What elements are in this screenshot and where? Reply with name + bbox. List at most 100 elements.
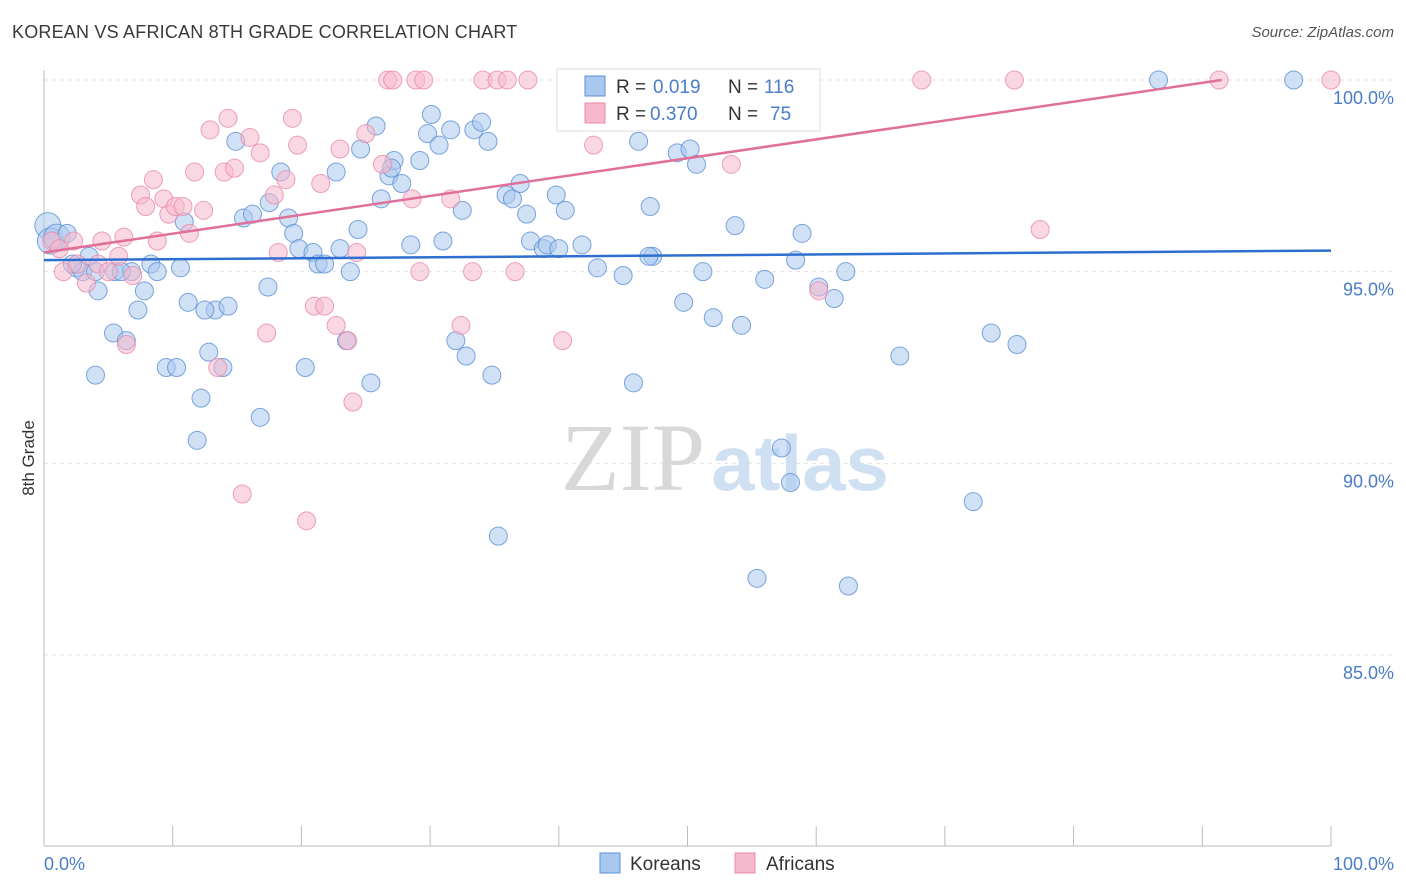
point-africans-56 bbox=[451, 315, 471, 335]
point-africans-48 bbox=[372, 154, 392, 174]
point-africans-22 bbox=[185, 162, 205, 182]
point-africans-70 bbox=[912, 70, 932, 90]
point-africans-27 bbox=[218, 108, 238, 128]
point-koreans-103 bbox=[963, 492, 983, 512]
watermark-zip: ZIP bbox=[561, 404, 705, 511]
point-africans-20 bbox=[173, 197, 193, 216]
point-africans-24 bbox=[200, 120, 220, 140]
y-tick-label-100: 100.0% bbox=[1333, 88, 1394, 108]
point-koreans-100 bbox=[836, 262, 856, 282]
point-africans-31 bbox=[250, 143, 270, 163]
point-koreans-58 bbox=[433, 231, 453, 251]
point-koreans-85 bbox=[674, 292, 694, 312]
point-africans-3 bbox=[64, 231, 84, 251]
point-africans-14 bbox=[136, 197, 156, 216]
trend-lines bbox=[43, 78, 1332, 262]
point-africans-54 bbox=[414, 70, 434, 90]
legend-n-label-africans: N = bbox=[728, 104, 758, 125]
point-koreans-81 bbox=[629, 131, 649, 151]
point-koreans-59 bbox=[441, 120, 461, 140]
point-koreans-52 bbox=[392, 174, 412, 193]
trend-line-africans bbox=[43, 78, 1222, 254]
y-tick-label-90: 90.0% bbox=[1343, 471, 1394, 491]
point-koreans-56 bbox=[421, 105, 441, 124]
point-africans-44 bbox=[338, 331, 358, 351]
point-koreans-89 bbox=[703, 308, 723, 328]
point-koreans-57 bbox=[429, 135, 449, 155]
point-africans-37 bbox=[288, 135, 308, 155]
point-koreans-102 bbox=[890, 346, 910, 366]
point-africans-33 bbox=[264, 185, 284, 205]
y-tick-label-85: 85.0% bbox=[1343, 663, 1394, 683]
bottom-legend: Koreans Africans bbox=[599, 852, 835, 875]
bottom-legend-label-koreans: Koreans bbox=[630, 854, 701, 875]
series-africans bbox=[42, 70, 1341, 531]
series-koreans bbox=[34, 70, 1304, 596]
point-africans-71 bbox=[1004, 70, 1024, 90]
point-africans-45 bbox=[343, 392, 363, 412]
point-koreans-101 bbox=[838, 576, 858, 596]
point-africans-41 bbox=[315, 296, 335, 316]
point-africans-34 bbox=[268, 243, 288, 262]
point-africans-28 bbox=[224, 158, 244, 178]
point-africans-30 bbox=[240, 128, 260, 147]
legend-n-value-africans: 75 bbox=[770, 104, 791, 125]
point-koreans-90 bbox=[725, 216, 745, 236]
bottom-legend-swatch-africans bbox=[734, 852, 756, 874]
y-tick-label-95: 95.0% bbox=[1343, 280, 1394, 300]
point-koreans-38 bbox=[295, 358, 315, 377]
point-koreans-106 bbox=[1149, 70, 1169, 90]
legend-r-label-koreans: R = bbox=[616, 77, 646, 98]
point-koreans-31 bbox=[250, 407, 270, 427]
point-koreans-71 bbox=[517, 204, 537, 224]
point-koreans-19 bbox=[170, 258, 190, 278]
point-koreans-105 bbox=[1007, 335, 1027, 354]
point-koreans-44 bbox=[340, 262, 360, 282]
point-koreans-87 bbox=[687, 154, 707, 174]
point-africans-61 bbox=[505, 262, 525, 282]
point-koreans-41 bbox=[315, 254, 335, 274]
point-koreans-18 bbox=[167, 358, 187, 377]
x-ticks bbox=[43, 826, 1332, 846]
point-koreans-55 bbox=[418, 124, 438, 144]
point-koreans-94 bbox=[771, 438, 791, 458]
legend-box: R = 0.019 N = 116 R = 0.370 N = 75 bbox=[556, 68, 821, 132]
point-koreans-16 bbox=[147, 262, 167, 282]
point-koreans-92 bbox=[747, 568, 767, 588]
point-africans-40 bbox=[311, 174, 331, 193]
point-koreans-13 bbox=[128, 300, 148, 320]
point-africans-8 bbox=[98, 262, 118, 282]
bottom-legend-swatch-koreans bbox=[599, 852, 621, 874]
point-koreans-112 bbox=[549, 239, 569, 259]
point-koreans-61 bbox=[452, 200, 472, 220]
point-koreans-45 bbox=[348, 220, 368, 239]
point-africans-15 bbox=[143, 170, 163, 190]
point-africans-38 bbox=[297, 511, 317, 531]
point-africans-62 bbox=[518, 70, 538, 90]
point-koreans-27 bbox=[218, 296, 238, 316]
point-koreans-7 bbox=[85, 365, 105, 385]
point-koreans-93 bbox=[755, 269, 775, 289]
point-africans-5 bbox=[76, 273, 96, 293]
point-koreans-91 bbox=[732, 315, 752, 335]
bottom-legend-label-africans: Africans bbox=[766, 854, 835, 875]
point-africans-11 bbox=[116, 335, 136, 354]
point-africans-69 bbox=[809, 281, 829, 301]
x-tick-label-min: 0.0% bbox=[44, 854, 85, 874]
point-koreans-88 bbox=[693, 262, 713, 282]
point-africans-4 bbox=[67, 254, 87, 274]
point-koreans-67 bbox=[488, 526, 508, 546]
point-koreans-78 bbox=[587, 258, 607, 278]
legend-r-label-africans: R = bbox=[616, 104, 646, 125]
point-koreans-21 bbox=[178, 292, 198, 312]
legend-swatch-africans bbox=[584, 102, 606, 124]
point-africans-65 bbox=[584, 135, 604, 155]
y-tick-labels: 85.0% 90.0% 95.0% 100.0% bbox=[1333, 88, 1394, 683]
point-africans-32 bbox=[257, 323, 277, 343]
chart-source: Source: ZipAtlas.com bbox=[1251, 24, 1394, 41]
legend-r-value-koreans: 0.019 bbox=[653, 77, 701, 98]
point-koreans-75 bbox=[546, 185, 566, 205]
trend-line-koreans bbox=[43, 249, 1332, 262]
point-africans-29 bbox=[232, 484, 252, 504]
